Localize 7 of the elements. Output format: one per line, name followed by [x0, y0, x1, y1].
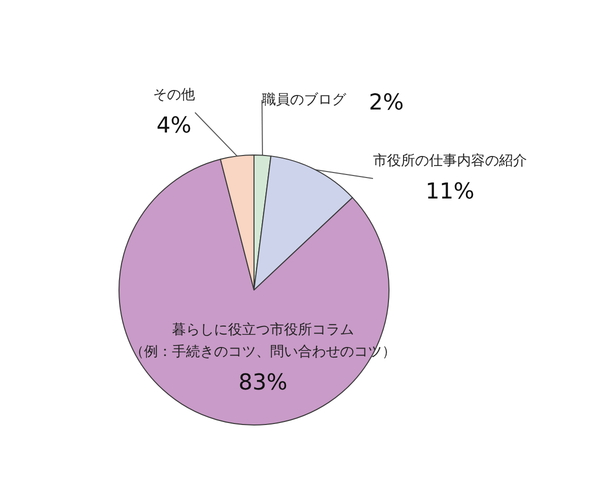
- data-label: 4%: [156, 114, 192, 138]
- data-label: 2%: [368, 90, 404, 116]
- data-label: 83%: [238, 370, 288, 396]
- slice-label: 職員のブログ: [262, 92, 347, 108]
- slice-label: その他: [153, 87, 195, 103]
- data-label: 11%: [426, 180, 474, 204]
- slice-label: 市役所の仕事内容の紹介: [373, 153, 527, 169]
